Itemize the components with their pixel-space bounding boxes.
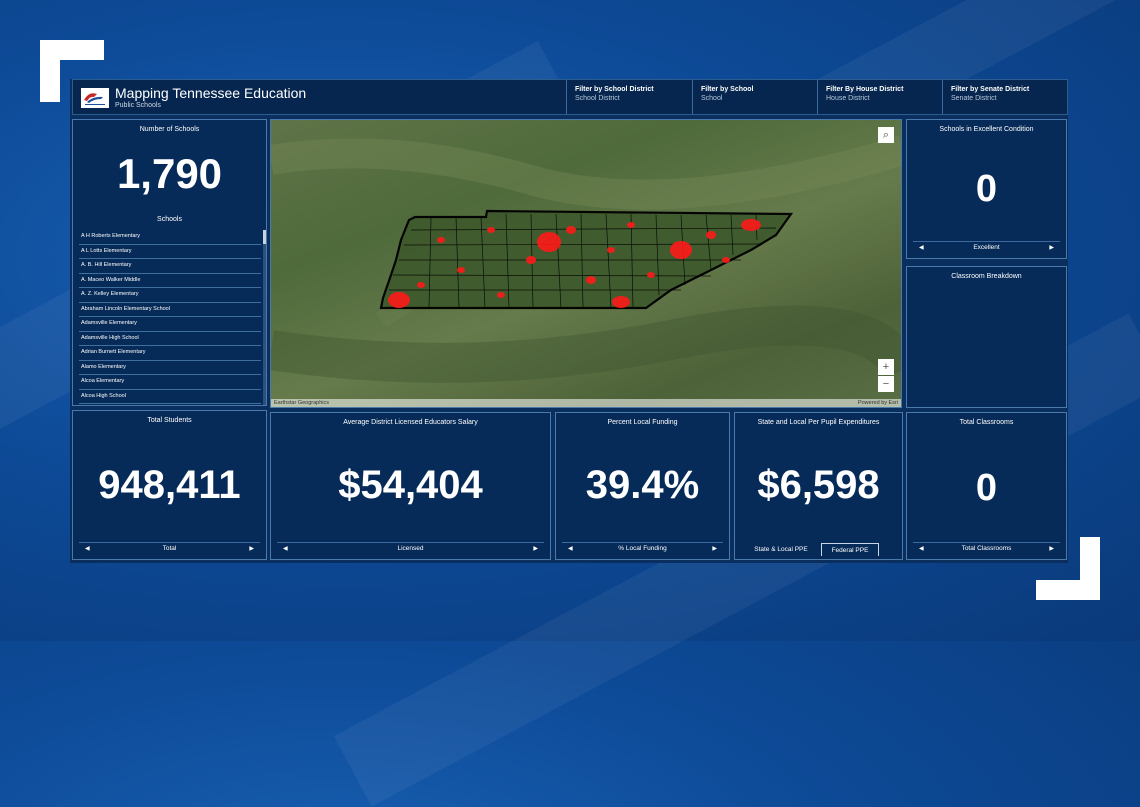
chevron-left-icon[interactable]: ◀	[283, 546, 288, 552]
page-title: Mapping Tennessee Education	[115, 85, 307, 101]
map-canvas	[271, 135, 901, 383]
pager-label: Excellent	[973, 244, 1000, 251]
panel-title: Classroom Breakdown	[951, 273, 1022, 280]
map-search-button[interactable]: ⌕	[878, 127, 894, 143]
local-funding-value: 39.4%	[585, 463, 700, 507]
excellent-pager: ◀ Excellent ▶	[913, 241, 1060, 254]
zoom-out-button[interactable]: −	[878, 376, 894, 392]
filter-value: School District	[575, 95, 620, 102]
list-item[interactable]: Alamo Elementary	[79, 361, 261, 375]
excellent-count: 0	[975, 168, 998, 210]
tab-federal-ppe[interactable]: Federal PPE	[821, 543, 879, 556]
salary-value: $54,404	[338, 463, 483, 507]
chevron-right-icon[interactable]: ▶	[1049, 245, 1054, 251]
esri-attribution[interactable]: Powered by Esri	[857, 400, 898, 406]
panel-title: Total Classrooms	[959, 419, 1014, 426]
per-pupil-expenditures-panel: State and Local Per Pupil Expenditures $…	[734, 412, 903, 560]
list-item[interactable]: A H Roberts Elementary	[79, 230, 261, 245]
total-classrooms-value: 0	[975, 467, 998, 509]
map-attribution: Earthstar Geographics Powered by Esri	[271, 399, 901, 407]
pager-label: Licensed	[397, 545, 424, 552]
filter-school-district[interactable]: Filter by School District School Distric…	[566, 80, 692, 114]
funding-pager: ◀ % Local Funding ▶	[562, 542, 723, 555]
filter-school[interactable]: Filter by School School	[692, 80, 817, 114]
chevron-left-icon[interactable]: ◀	[85, 546, 90, 552]
pager-label: % Local Funding	[618, 545, 667, 552]
list-item[interactable]: A. Z. Kelley Elementary	[79, 288, 261, 303]
chevron-left-icon[interactable]: ◀	[568, 546, 573, 552]
school-count: 1,790	[116, 150, 223, 197]
filter-label: Filter by Senate District	[951, 86, 1030, 93]
filter-value: House District	[826, 95, 870, 102]
chevron-left-icon[interactable]: ◀	[919, 245, 924, 251]
tab-state-local-ppe[interactable]: State & Local PPE	[754, 546, 808, 553]
ppe-value: $6,598	[757, 463, 880, 507]
local-funding-panel: Percent Local Funding 39.4% ◀ % Local Fu…	[555, 412, 730, 560]
filter-senate-district[interactable]: Filter by Senate District Senate Distric…	[942, 80, 1067, 114]
filter-house-district[interactable]: Filter By House District House District	[817, 80, 942, 114]
total-classrooms-panel: Total Classrooms 0 ◀ Total Classrooms ▶	[906, 412, 1067, 560]
pager-label: Total Classrooms	[961, 545, 1012, 552]
schools-list-scrollbar[interactable]	[263, 230, 266, 405]
filter-label: Filter By House District	[826, 86, 904, 93]
state-seal-logo	[81, 88, 109, 108]
page-subtitle: Public Schools	[115, 102, 161, 109]
pager-label: Total	[162, 545, 177, 552]
chevron-right-icon[interactable]: ▶	[249, 546, 254, 552]
total-students-panel: Total Students 948,411 ◀ Total ▶	[72, 410, 267, 560]
dashboard-header: Mapping Tennessee Education Public Schoo…	[72, 79, 1068, 115]
panel-title: Total Students	[147, 417, 192, 424]
panel-title: Percent Local Funding	[607, 419, 678, 426]
list-item[interactable]: Adrian Burnett Elementary	[79, 346, 261, 361]
panel-title: Number of Schools	[139, 126, 200, 133]
schools-list-title: Schools	[157, 216, 182, 223]
chevron-right-icon[interactable]: ▶	[1049, 546, 1054, 552]
list-item[interactable]: Abraham Lincoln Elementary School	[79, 303, 261, 317]
schools-list: A H Roberts Elementary A L Lotts Element…	[79, 230, 261, 404]
list-item[interactable]: A. Maceo Walker Middle	[79, 274, 261, 288]
filter-label: Filter by School	[701, 86, 754, 93]
list-item[interactable]: A L Lotts Elementary	[79, 245, 261, 259]
educator-salary-panel: Average District Licensed Educators Sala…	[270, 412, 551, 560]
panel-title: Schools in Excellent Condition	[939, 126, 1034, 133]
list-item[interactable]: A. B. Hill Elementary	[79, 259, 261, 274]
tennessee-map[interactable]: ⌕ + − Earthstar Geographics Powered by E…	[270, 119, 902, 408]
panel-title: State and Local Per Pupil Expenditures	[757, 419, 880, 426]
zoom-in-button[interactable]: +	[878, 359, 894, 375]
list-item[interactable]: Alcoa Elementary	[79, 375, 261, 390]
chevron-right-icon[interactable]: ▶	[712, 546, 717, 552]
total-students-value: 948,411	[98, 463, 241, 507]
filter-label: Filter by School District	[575, 86, 654, 93]
ppe-tabs: State & Local PPE Federal PPE	[743, 543, 894, 556]
classrooms-pager: ◀ Total Classrooms ▶	[913, 542, 1060, 555]
excellent-condition-panel: Schools in Excellent Condition 0 ◀ Excel…	[906, 119, 1067, 259]
list-item[interactable]: Alcoa High School	[79, 390, 261, 404]
classroom-breakdown-panel: Classroom Breakdown	[906, 266, 1067, 408]
attribution-source: Earthstar Geographics	[274, 400, 330, 406]
panel-title: Average District Licensed Educators Sala…	[343, 419, 478, 426]
students-pager: ◀ Total ▶	[79, 542, 260, 555]
search-icon: ⌕	[882, 129, 890, 141]
list-item[interactable]: Adamsville High School	[79, 332, 261, 346]
filter-value: School	[701, 95, 723, 102]
schools-panel: Number of Schools 1,790 Schools A H Robe…	[72, 119, 267, 406]
list-item[interactable]: Adamsville Elementary	[79, 317, 261, 332]
chevron-left-icon[interactable]: ◀	[919, 546, 924, 552]
chevron-right-icon[interactable]: ▶	[533, 546, 538, 552]
salary-pager: ◀ Licensed ▶	[277, 542, 544, 555]
filter-value: Senate District	[951, 95, 997, 102]
